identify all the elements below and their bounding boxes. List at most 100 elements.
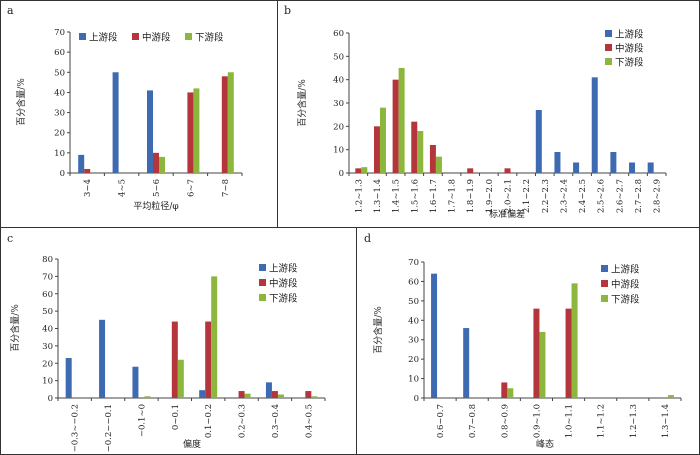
legend-swatch-upper xyxy=(259,264,266,271)
legend-swatch-upper xyxy=(79,33,86,40)
bar-middle-3 xyxy=(171,321,178,398)
bar-middle-4 xyxy=(205,321,212,398)
x-tick-label: 0.1~0.2 xyxy=(204,404,214,438)
bar-lower-4 xyxy=(227,72,234,173)
bar-middle-1 xyxy=(373,126,380,173)
legend: 上游段中游段下游段 xyxy=(79,32,224,44)
x-tick-label: 0~0.1 xyxy=(171,404,181,430)
legend-label-upper: 上游段 xyxy=(89,32,118,44)
legend-swatch-lower xyxy=(605,58,612,65)
bar-upper-4 xyxy=(199,390,206,398)
x-tick-label: 1.5~1.6 xyxy=(410,179,420,213)
bar-upper-1 xyxy=(99,319,106,398)
x-tick-label: 0.6~0.7 xyxy=(436,404,446,438)
bar-upper-2 xyxy=(147,90,153,173)
bar-lower-1 xyxy=(379,107,386,173)
y-tick-label: 20 xyxy=(42,359,53,369)
x-tick-label: 2.1~2.2 xyxy=(522,179,532,213)
bar-middle-2 xyxy=(392,79,399,173)
y-tick-label: 80 xyxy=(42,255,53,265)
bar-middle-4 xyxy=(565,308,572,398)
y-tick-label: 0 xyxy=(339,169,344,179)
x-tick-label: 5~6 xyxy=(152,179,162,197)
y-tick-label: 10 xyxy=(333,146,344,156)
panel-label: b xyxy=(284,4,291,17)
y-tick-label: 60 xyxy=(333,29,344,39)
bar-upper-10 xyxy=(535,110,542,173)
x-tick-label: 6~7 xyxy=(186,179,196,197)
legend-label-upper: 上游段 xyxy=(269,263,298,275)
y-tick-label: 40 xyxy=(54,88,65,98)
x-tick-label: 1.4~1.5 xyxy=(392,179,402,213)
legend-swatch-upper xyxy=(605,30,612,37)
bar-upper-6 xyxy=(265,382,272,398)
x-axis-label: 偏度 xyxy=(183,438,201,450)
x-tick-label: 1.9~2.0 xyxy=(485,179,495,213)
x-axis-label: 峰态 xyxy=(536,438,554,450)
panel-label: c xyxy=(7,232,13,245)
y-tick-label: 0 xyxy=(48,394,53,404)
bar-middle-3 xyxy=(187,92,194,173)
legend-label-upper: 上游段 xyxy=(611,264,640,276)
chart-panel-a: a 0 10 20 30 40 50 60 70 3~4 4~5 5~6 6~7 7~8 百分含量/% 平均粒… xyxy=(7,4,243,212)
bar-lower-2 xyxy=(507,388,514,398)
legend-swatch-middle xyxy=(259,279,266,286)
bar-lower-2 xyxy=(159,156,165,173)
y-tick-label: 20 xyxy=(333,122,344,132)
bar-middle-2 xyxy=(501,382,508,398)
chart-panel-d: d 0 10 20 30 40 50 60 70 0.6~0.7 0.7~0.8 0.8~0.9 0.9… xyxy=(364,232,682,450)
y-tick-label: 0 xyxy=(60,169,65,179)
legend-swatch-upper xyxy=(601,265,608,272)
y-tick-label: 10 xyxy=(408,375,419,385)
y-tick-label: 30 xyxy=(333,99,344,109)
y-axis-label: 百分含量/% xyxy=(15,78,27,126)
bar-middle-4 xyxy=(221,76,228,173)
x-tick-label: 2.4~2.5 xyxy=(578,179,588,213)
x-tick-label: 1.0~1.1 xyxy=(565,404,575,438)
y-tick-label: 70 xyxy=(408,258,419,268)
bar-lower-4 xyxy=(435,156,442,173)
bar-lower-3 xyxy=(193,88,200,173)
legend-swatch-middle xyxy=(601,280,608,287)
bar-lower-7 xyxy=(311,396,318,398)
bar-upper-1 xyxy=(112,72,119,173)
y-tick-label: 40 xyxy=(408,316,419,326)
legend-label-upper: 上游段 xyxy=(615,29,644,41)
bar-middle-8 xyxy=(504,168,511,173)
x-axis-label: 标准偏差 xyxy=(489,208,525,220)
bar-lower-6 xyxy=(277,394,284,398)
bar-lower-2 xyxy=(398,68,405,173)
y-tick-label: 30 xyxy=(42,342,53,352)
legend-label-lower: 下游段 xyxy=(615,57,644,69)
y-tick-label: 70 xyxy=(42,272,53,282)
x-tick-label: −0.1~0 xyxy=(137,404,147,437)
bar-middle-6 xyxy=(467,168,474,173)
x-tick-label: 3~4 xyxy=(83,179,93,197)
x-tick-label: 0.4~0.5 xyxy=(304,404,314,438)
bar-lower-2 xyxy=(144,396,151,398)
y-tick-label: 60 xyxy=(42,290,53,300)
legend-label-middle: 中游段 xyxy=(611,279,640,291)
x-tick-label: 1.7~1.8 xyxy=(448,179,458,213)
bar-lower-4 xyxy=(571,283,578,398)
bar-lower-3 xyxy=(177,359,184,398)
x-tick-label: 0.7~0.8 xyxy=(468,404,478,438)
bar-middle-0 xyxy=(84,168,91,173)
legend-swatch-middle xyxy=(605,44,612,51)
x-tick-label: 2.0~2.1 xyxy=(504,179,514,213)
y-tick-label: 10 xyxy=(54,149,65,159)
x-tick-label: 0.9~1.0 xyxy=(532,404,542,438)
y-tick-label: 20 xyxy=(54,129,65,139)
bar-upper-0 xyxy=(65,358,72,398)
bar-upper-16 xyxy=(647,162,654,173)
x-tick-label: 7~8 xyxy=(221,179,231,197)
y-tick-label: 10 xyxy=(42,377,53,387)
x-tick-label: 0.2~0.3 xyxy=(238,404,248,438)
bar-lower-0 xyxy=(361,167,368,173)
y-tick-label: 50 xyxy=(408,297,419,307)
bar-upper-11 xyxy=(554,152,561,173)
chart-panel-c: c 0 10 20 30 40 50 60 70 80 −0.3~−0.2 −0.2~−0.1 −0.1… xyxy=(7,232,326,452)
bar-middle-7 xyxy=(305,391,312,398)
y-axis-label: 百分含量/% xyxy=(9,304,21,352)
